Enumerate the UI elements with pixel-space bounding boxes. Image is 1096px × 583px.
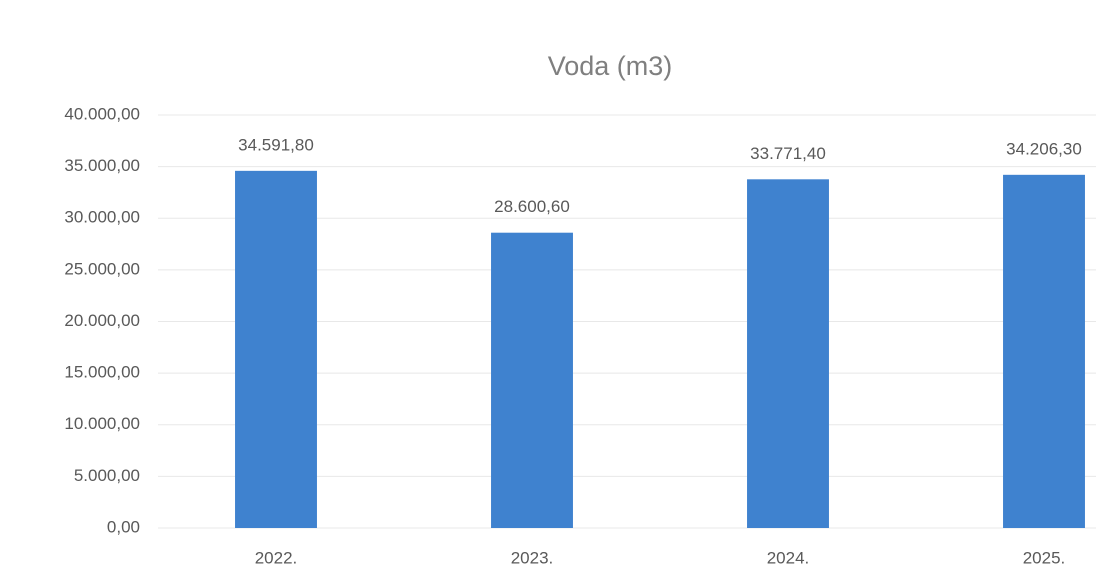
y-tick-label: 10.000,00 bbox=[64, 414, 140, 433]
y-tick-label: 40.000,00 bbox=[64, 104, 140, 123]
data-label: 28.600,60 bbox=[494, 197, 570, 216]
x-tick-label: 2024. bbox=[767, 548, 810, 567]
y-tick-label: 25.000,00 bbox=[64, 259, 140, 278]
chart-title: Voda (m3) bbox=[548, 51, 673, 81]
y-tick-label: 30.000,00 bbox=[64, 208, 140, 227]
x-tick-label: 2022. bbox=[255, 548, 298, 567]
y-tick-label: 15.000,00 bbox=[64, 363, 140, 382]
data-label: 33.771,40 bbox=[750, 144, 826, 163]
bar bbox=[747, 179, 829, 528]
x-tick-label: 2025. bbox=[1023, 548, 1066, 567]
data-label: 34.591,80 bbox=[238, 135, 314, 154]
x-tick-label: 2023. bbox=[511, 548, 554, 567]
data-label: 34.206,30 bbox=[1006, 139, 1082, 158]
y-tick-label: 0,00 bbox=[107, 517, 140, 536]
bar bbox=[235, 170, 317, 528]
bar bbox=[1003, 174, 1085, 528]
bar bbox=[491, 232, 573, 529]
y-tick-label: 5.000,00 bbox=[74, 466, 140, 485]
y-tick-label: 35.000,00 bbox=[64, 156, 140, 175]
y-tick-label: 20.000,00 bbox=[64, 311, 140, 330]
